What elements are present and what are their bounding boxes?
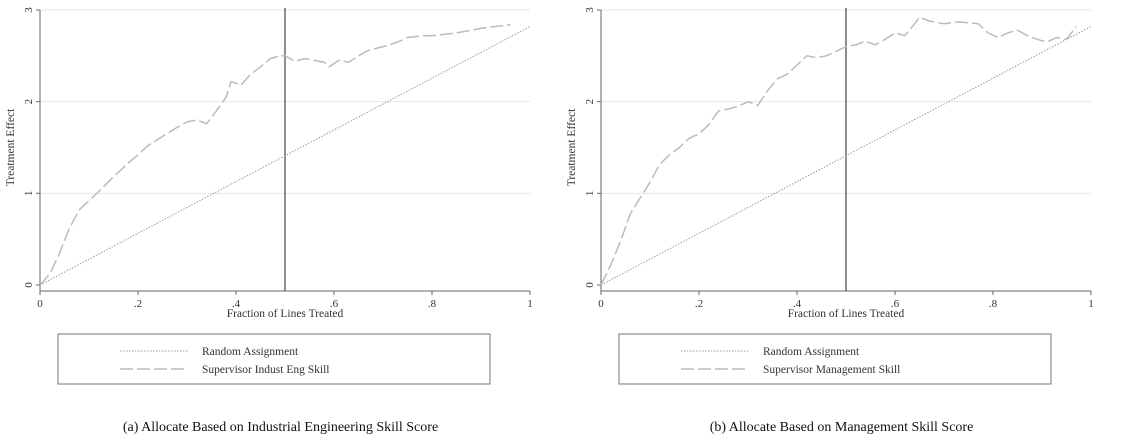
y-tick-label: 1	[584, 191, 596, 197]
x-tick-label: .2	[134, 298, 142, 310]
x-tick-label: .4	[232, 298, 241, 310]
legend-label: Random Assignment	[763, 346, 860, 358]
y-tick-label: 3	[584, 7, 596, 13]
x-axis-title: Fraction of Lines Treated	[227, 308, 344, 320]
y-tick-label: 2	[23, 99, 35, 105]
x-tick-label: .4	[793, 298, 802, 310]
series-random-assignment-line	[39, 26, 531, 286]
y-tick-label: 0	[584, 282, 596, 288]
x-tick-label: .8	[989, 298, 998, 310]
x-tick-label: 0	[37, 298, 43, 310]
legend-label: Random Assignment	[202, 346, 299, 358]
x-tick-label: .6	[891, 298, 900, 310]
figure-caption-b: (b) Allocate Based on Management Skill S…	[709, 420, 974, 435]
legend-label: Supervisor Management Skill	[763, 364, 900, 376]
legend: Random Assignment Supervisor Indust Eng S…	[57, 333, 491, 385]
x-tick-label: 1	[1088, 298, 1094, 310]
y-axis-title: Treatment Effect	[5, 108, 17, 186]
x-tick-label: 0	[598, 298, 604, 310]
chart-panel-a: 0 .2 .4 .6 .8 1 0 1 2 3 Fraction of Lines Treated T…	[0, 0, 561, 446]
x-tick-label: .8	[428, 298, 437, 310]
y-tick-label: 3	[23, 7, 35, 13]
legend-box	[57, 333, 491, 385]
series-supervisor-skill-line	[600, 16, 1077, 286]
figure-caption-a: (a) Allocate Based on Industrial Enginee…	[122, 420, 439, 435]
line-chart-b: 0 .2 .4 .6 .8 1 0 1 2 3 Fraction of Lines Treated T…	[566, 7, 1094, 385]
line-chart-a: 0 .2 .4 .6 .8 1 0 1 2 3 Fraction of Lines Treated T…	[5, 7, 533, 385]
legend: Random Assignment Supervisor Management S…	[618, 333, 1052, 385]
y-tick-label: 0	[23, 282, 35, 288]
series-random-assignment-line	[600, 26, 1092, 286]
x-tick-label: .2	[695, 298, 703, 310]
y-tick-label: 2	[584, 99, 596, 105]
legend-box	[618, 333, 1052, 385]
chart-panel-b: 0 .2 .4 .6 .8 1 0 1 2 3 Fraction of Lines Treated T…	[561, 0, 1122, 446]
series-supervisor-skill-line	[39, 23, 511, 286]
x-tick-label: 1	[527, 298, 533, 310]
y-tick-label: 1	[23, 191, 35, 197]
legend-label: Supervisor Indust Eng Skill	[202, 364, 329, 376]
x-tick-label: .6	[330, 298, 339, 310]
y-axis-title: Treatment Effect	[566, 108, 578, 186]
x-axis-title: Fraction of Lines Treated	[788, 308, 905, 320]
